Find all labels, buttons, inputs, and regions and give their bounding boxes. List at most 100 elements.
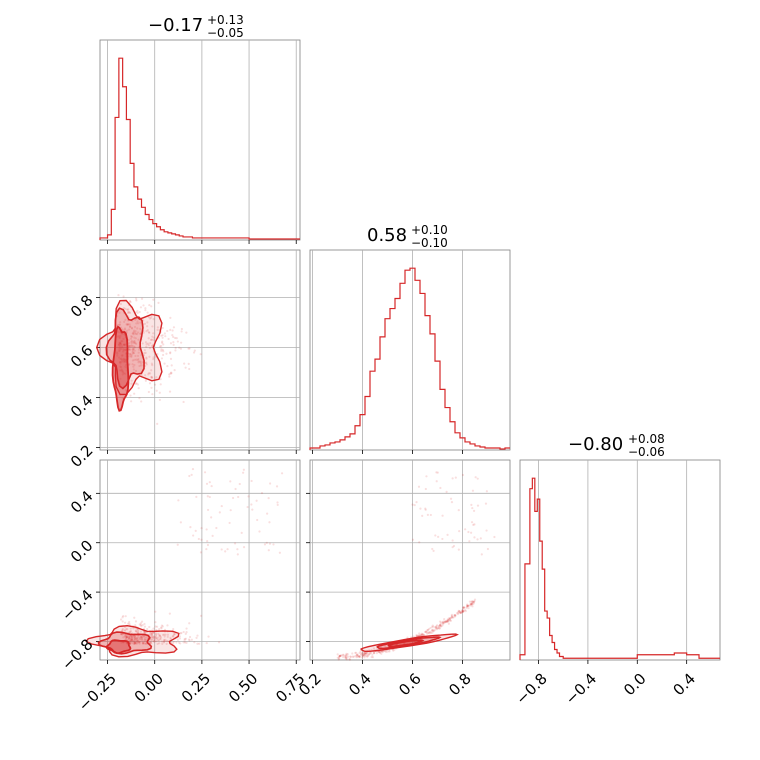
scatter-2-1-point	[439, 486, 442, 490]
scatter-2-1-point	[372, 647, 376, 650]
scatter-1-0-point	[169, 352, 172, 355]
scatter-1-0-point	[159, 378, 162, 381]
scatter-2-1-point	[421, 514, 424, 517]
scatter-1-0-point	[136, 331, 140, 334]
scatter-1-0-point	[133, 336, 136, 339]
scatter-1-0-point	[128, 344, 132, 347]
scatter-2-1-point	[426, 628, 429, 632]
scatter-2-0-point	[205, 482, 209, 485]
scatter-2-1-point	[342, 655, 345, 659]
scatter-2-1-point	[411, 538, 415, 541]
scatter-1-0-point	[118, 369, 122, 372]
scatter-1-0-point	[136, 320, 139, 323]
scatter-2-1-point	[448, 618, 451, 621]
scatter-2-0-point	[166, 635, 169, 638]
scatter-2-1-point	[427, 631, 430, 634]
scatter-2-1-point	[357, 655, 360, 658]
scatter-2-1-point	[360, 656, 364, 659]
panel-2-1-frame	[309, 459, 511, 661]
scatter-1-0-point	[148, 331, 151, 334]
scatter-1-0-point	[160, 357, 164, 360]
scatter-1-0-point	[168, 390, 172, 393]
scatter-1-0-point	[152, 318, 155, 321]
scatter-2-1-point	[449, 617, 452, 620]
scatter-2-1-point	[415, 635, 418, 638]
scatter-1-0-point	[122, 360, 125, 363]
scatter-2-1-point	[466, 604, 469, 608]
scatter-2-0-point	[142, 634, 146, 638]
scatter-1-0-point	[147, 372, 150, 375]
scatter-2-0-point	[131, 639, 134, 642]
scatter-2-0-point	[190, 638, 193, 641]
scatter-2-1-point	[443, 620, 447, 623]
scatter-2-0-point	[275, 485, 279, 488]
scatter-2-1-point	[457, 609, 460, 612]
scatter-2-0-point	[151, 631, 154, 634]
title-param-0-minus: −0.05	[207, 26, 244, 40]
scatter-2-1-point	[450, 616, 453, 619]
scatter-1-0-point	[178, 346, 181, 349]
scatter-2-0-point	[179, 642, 182, 645]
scatter-2-1-point	[456, 613, 460, 616]
scatter-2-1-point	[364, 652, 367, 655]
scatter-2-1-point	[362, 654, 365, 657]
scatter-2-0-point	[200, 614, 203, 617]
scatter-2-1-point	[468, 600, 472, 603]
scatter-2-1-point	[417, 485, 421, 488]
scatter-1-0-point	[145, 356, 148, 359]
scatter-2-0-point	[173, 632, 177, 636]
scatter-2-0-point	[195, 636, 198, 639]
scatter-2-0-point	[161, 625, 164, 628]
scatter-2-0-point	[139, 638, 142, 641]
scatter-1-0-point	[150, 386, 153, 389]
contour-1-0-mid	[105, 307, 145, 390]
scatter-1-0-point	[140, 374, 143, 377]
scatter-2-0-point	[154, 621, 157, 624]
scatter-1-0-point	[140, 297, 144, 300]
scatter-2-0-point	[152, 627, 155, 630]
scatter-1-0-point	[130, 340, 133, 344]
scatter-2-0-point	[153, 639, 156, 643]
scatter-2-1-point	[445, 490, 448, 493]
scatter-2-0-point	[137, 636, 140, 639]
scatter-2-1-point	[431, 625, 434, 629]
scatter-2-1-point	[469, 602, 472, 605]
scatter-2-1-point	[442, 621, 445, 624]
scatter-2-0-point	[137, 629, 140, 632]
scatter-1-0-point	[172, 341, 175, 344]
scatter-1-0-point	[180, 330, 183, 333]
scatter-1-0-point	[168, 375, 171, 378]
scatter-2-0-point	[161, 642, 164, 645]
scatter-2-0-point	[200, 538, 203, 541]
scatter-2-0-point	[173, 632, 176, 635]
scatter-1-0-point	[147, 331, 150, 334]
scatter-1-0-point	[135, 358, 138, 361]
scatter-1-0-point	[131, 351, 134, 354]
scatter-2-0-point	[180, 631, 183, 635]
scatter-1-0-point	[149, 338, 153, 341]
scatter-1-0-point	[127, 344, 131, 348]
scatter-1-0-point	[160, 344, 163, 348]
scatter-1-0-point	[134, 331, 137, 334]
scatter-2-1-point	[428, 630, 432, 634]
scatter-2-0-point	[151, 639, 154, 642]
scatter-2-0-point	[133, 639, 136, 642]
scatter-2-0-point	[120, 641, 123, 644]
scatter-2-1-point	[493, 535, 496, 539]
scatter-2-0-point	[141, 642, 144, 645]
scatter-1-0-point	[174, 336, 177, 340]
scatter-1-0-point	[139, 362, 142, 365]
scatter-1-0-point	[188, 367, 191, 371]
scatter-2-0-point	[121, 627, 124, 631]
scatter-2-0-point	[155, 625, 159, 628]
scatter-1-0-point	[169, 351, 172, 354]
scatter-2-0-point	[160, 624, 164, 627]
scatter-2-0-point	[210, 484, 213, 488]
scatter-2-1-point	[463, 606, 466, 609]
scatter-2-0-point	[129, 629, 133, 633]
scatter-1-0-point	[132, 345, 135, 348]
scatter-1-0-point	[119, 302, 123, 306]
scatter-1-0-point	[143, 352, 146, 355]
scatter-2-1-point	[338, 654, 342, 657]
scatter-1-0-point	[132, 341, 135, 344]
